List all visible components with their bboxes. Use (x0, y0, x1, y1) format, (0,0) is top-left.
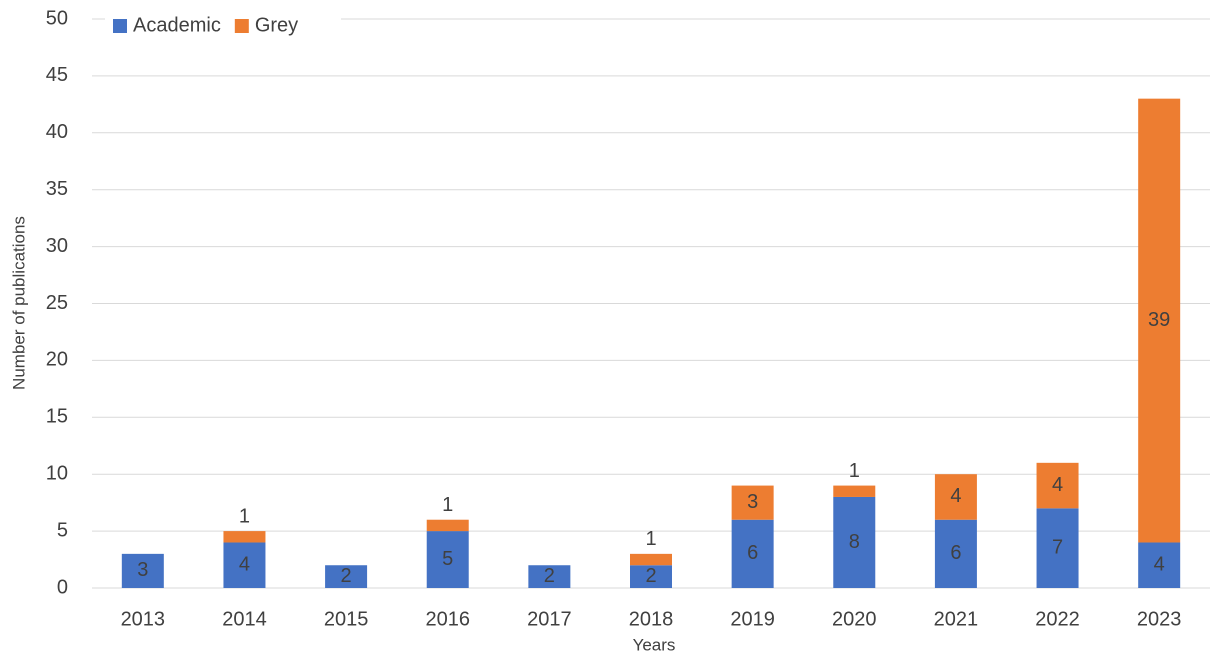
x-tick-label: 2018 (629, 608, 674, 630)
bar-segment (731, 519, 774, 588)
bar-segment (1138, 542, 1181, 588)
data-label: 1 (239, 505, 250, 527)
data-label: 2 (645, 565, 656, 587)
data-label: 1 (849, 460, 860, 482)
y-tick-label: 30 (46, 235, 68, 257)
bar-segment (325, 565, 368, 588)
data-label: 6 (747, 542, 758, 564)
x-axis-title: Years (633, 635, 676, 654)
data-label: 4 (1052, 474, 1063, 496)
data-label: 39 (1148, 309, 1170, 331)
bar-segment (731, 485, 774, 520)
bar-segment (223, 542, 266, 588)
bars: 2013 3 2014 4 1 2015 2 2016 5 1 2017 2 2018 2 1 2019 6 3 2… (121, 98, 1182, 630)
x-tick-label: 2022 (1035, 608, 1080, 630)
x-tick-label: 2013 (121, 608, 166, 630)
bar-segment (630, 553, 672, 566)
data-label: 4 (950, 485, 961, 507)
data-label: 8 (849, 531, 860, 553)
bar-segment (833, 485, 876, 497)
data-label: 2 (544, 565, 555, 587)
x-tick-label: 2020 (832, 608, 877, 630)
legend-background (105, 5, 341, 35)
y-tick-label: 45 (46, 64, 68, 86)
x-tick-label: 2021 (934, 608, 979, 630)
data-label: 5 (442, 548, 453, 570)
data-label: 2 (341, 565, 352, 587)
bar-segment (1036, 508, 1079, 588)
y-tick-label: 15 (46, 406, 68, 428)
legend: Academic Grey (105, 5, 341, 36)
legend-swatch (234, 19, 249, 33)
legend-swatch (113, 19, 127, 33)
data-label: 1 (645, 528, 656, 550)
y-tick-label: 40 (46, 121, 68, 143)
y-axis-title: Number of publications (9, 216, 28, 390)
bar-segment (528, 565, 571, 588)
legend-label: Grey (255, 14, 298, 36)
data-label: 4 (239, 554, 250, 576)
x-tick-label: 2019 (730, 608, 775, 630)
data-label: 4 (1154, 554, 1165, 576)
bar-segment (833, 496, 876, 588)
data-label: 1 (442, 494, 453, 516)
bar-segment (630, 565, 672, 588)
legend-label: Academic (133, 14, 221, 36)
data-label: 7 (1052, 536, 1063, 558)
bar-segment (426, 519, 469, 532)
y-tick-label: 20 (46, 349, 68, 371)
y-tick-label: 25 (46, 292, 68, 314)
data-label: 3 (747, 491, 758, 513)
x-tick-label: 2016 (425, 608, 470, 630)
data-label: 6 (950, 542, 961, 564)
y-tick-label: 0 (57, 576, 68, 598)
y-tick-label: 50 (46, 7, 68, 29)
x-tick-label: 2023 (1137, 608, 1182, 630)
bar-segment (1036, 462, 1079, 509)
y-tick-label: 35 (46, 178, 68, 200)
bar-segment (934, 474, 977, 520)
bar-segment (426, 531, 469, 588)
y-tick-label: 10 (46, 462, 68, 484)
bar-segment (121, 553, 164, 588)
y-tick-label: 5 (57, 519, 68, 541)
x-tick-label: 2015 (324, 608, 369, 630)
bar-segment (223, 531, 266, 543)
bar-segment (934, 519, 977, 588)
data-label: 3 (137, 559, 148, 581)
x-tick-label: 2017 (527, 608, 572, 630)
x-tick-label: 2014 (222, 608, 267, 630)
bar-segment (1138, 98, 1181, 543)
